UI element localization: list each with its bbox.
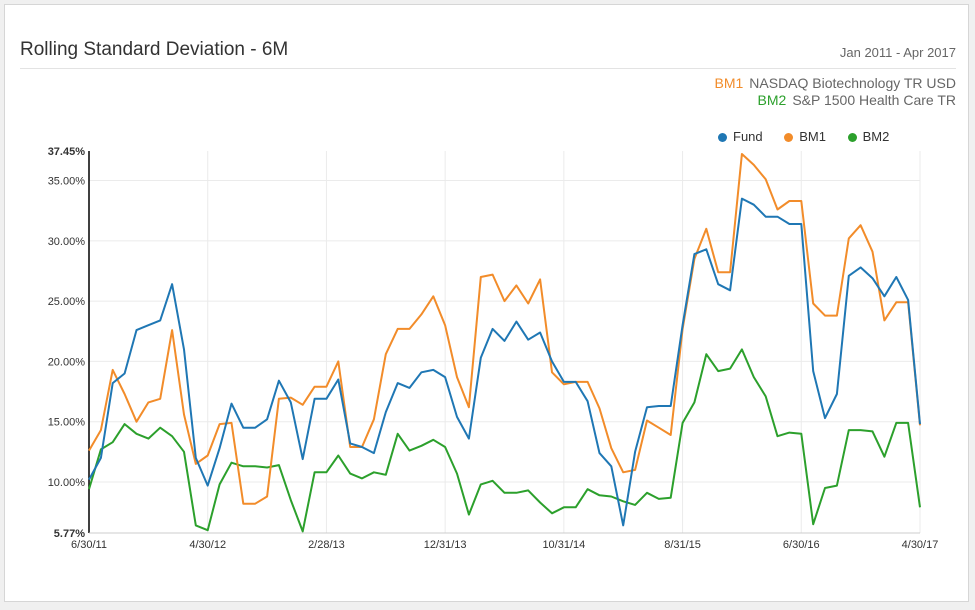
legend-item-fund[interactable]: Fund — [718, 129, 763, 144]
date-range: Jan 2011 - Apr 2017 — [839, 45, 956, 60]
chart-legend: Fund BM1 BM2 — [718, 129, 907, 144]
x-tick-label: 8/31/15 — [664, 539, 701, 551]
legend-item-bm2[interactable]: BM2 — [847, 129, 890, 144]
header-divider — [20, 68, 956, 69]
y-tick-label: 15.00% — [48, 417, 86, 429]
legend-item-bm1[interactable]: BM1 — [784, 129, 826, 144]
legend-dot-bm2 — [847, 133, 857, 142]
y-tick-label: 10.00% — [48, 477, 86, 489]
series-line-fund — [88, 197, 921, 527]
benchmark-1-code: BM1 — [714, 75, 744, 91]
x-tick-label: 4/30/17 — [902, 539, 939, 551]
y-tick-label: 25.00% — [48, 296, 86, 308]
x-tick-label: 12/31/13 — [424, 539, 467, 551]
benchmark-2-code: BM2 — [757, 92, 787, 108]
legend-dot-bm1 — [784, 133, 794, 142]
y-tick-label: 30.00% — [48, 236, 86, 248]
x-tick-label: 4/30/12 — [189, 539, 226, 551]
benchmark-2-name: S&P 1500 Health Care TR — [792, 92, 956, 108]
x-tick-label: 6/30/11 — [71, 539, 107, 551]
x-tick-label: 6/30/16 — [783, 539, 820, 551]
legend-label-bm2: BM2 — [862, 129, 890, 144]
legend-label-fund: Fund — [733, 129, 763, 144]
y-tick-label: 20.00% — [48, 356, 86, 368]
benchmark-1-info: BM1 NASDAQ Biotechnology TR USD — [714, 75, 956, 91]
y-tick-label: 35.00% — [48, 176, 86, 188]
series-line-bm1 — [88, 153, 921, 505]
y-tick-label: 37.45% — [48, 146, 86, 158]
legend-label-bm1: BM1 — [799, 129, 826, 144]
series-line-bm2 — [88, 348, 921, 533]
y-tick-label: 5.77% — [54, 528, 85, 540]
benchmark-2-info: BM2 S&P 1500 Health Care TR — [758, 92, 956, 108]
x-tick-label: 10/31/14 — [542, 539, 585, 551]
x-tick-label: 2/28/13 — [308, 539, 345, 551]
page-title: Rolling Standard Deviation - 6M — [20, 39, 289, 60]
legend-dot-fund — [718, 133, 727, 142]
benchmark-1-name: NASDAQ Biotechnology TR USD — [749, 75, 956, 91]
